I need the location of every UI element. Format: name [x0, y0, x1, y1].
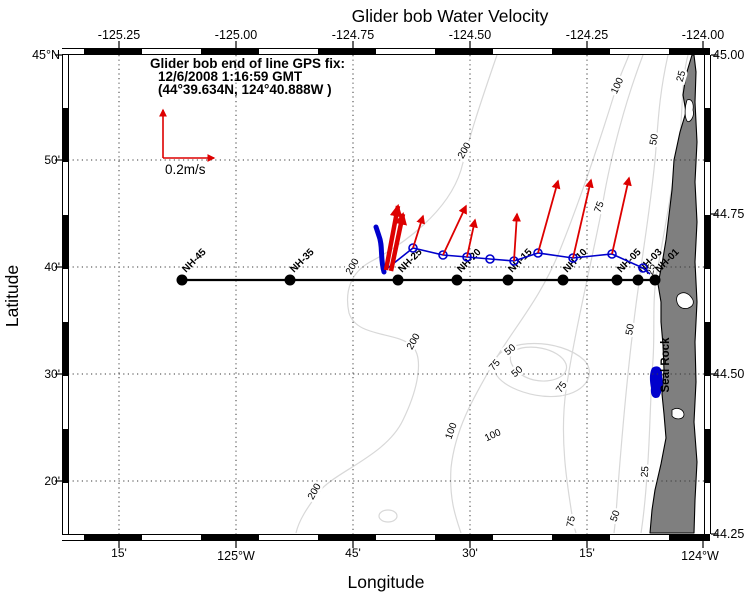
- contour-50m: [613, 54, 669, 534]
- estuary-small: [671, 407, 685, 420]
- velocity-arrow: [466, 218, 478, 258]
- frame-left-bar: [62, 55, 69, 534]
- frame-bottom-bar: [62, 534, 710, 541]
- axis-tick-labels: -125.25 -125.00 -124.75 -124.50 -124.25 …: [32, 28, 744, 563]
- velocity-scale: 0.2m/s: [159, 108, 216, 177]
- velocity-arrow: [388, 211, 408, 272]
- coastline-land: [649, 54, 698, 534]
- station-label: NH-45: [180, 247, 209, 276]
- plot-title: Glider bob Water Velocity: [352, 6, 549, 26]
- contour-depth-label: 200: [344, 256, 362, 276]
- station-dot: [451, 274, 463, 286]
- top-tick-2: -124.75: [332, 28, 374, 42]
- land-polygon: [649, 54, 698, 534]
- right-tick-3: 44.25: [713, 527, 744, 541]
- frame-right-bar: [704, 55, 711, 534]
- contour-bank-75m: [492, 343, 590, 398]
- contour-depth-label: 25: [640, 465, 652, 477]
- bottom-tick-0: 15': [111, 546, 127, 560]
- velocity-arrow: [512, 212, 522, 262]
- bottom-tick-5: 124°W: [681, 549, 719, 563]
- contour-200m: [295, 54, 498, 534]
- contour-100m: [450, 54, 630, 534]
- annotation-datetime: 12/6/2008 1:16:59 GMT: [158, 69, 303, 84]
- top-tick-1: -125.00: [215, 28, 257, 42]
- frame-top-bar: [62, 48, 710, 55]
- bottom-tick-4: 15': [579, 546, 595, 560]
- contour-small-loop: [378, 509, 398, 523]
- left-tick-2: 40': [44, 260, 60, 274]
- left-tick-0: 45°N: [32, 48, 60, 62]
- right-tick-0: 45.00: [713, 48, 744, 62]
- contour-depth-label: 50: [510, 364, 526, 380]
- top-tick-0: -125.25: [98, 28, 140, 42]
- left-tick-4: 20': [44, 474, 60, 488]
- top-tick-3: -124.50: [449, 28, 491, 42]
- bottom-tick-2: 45': [345, 546, 361, 560]
- annotation-position: (44°39.634N, 124°40.888W ): [158, 82, 332, 97]
- station-dot: [611, 274, 623, 286]
- right-tick-1: 44.75: [713, 207, 744, 221]
- contour-depth-label: 50: [624, 323, 637, 336]
- y-axis-title: Latitude: [2, 265, 22, 327]
- top-tick-4: -124.25: [566, 28, 608, 42]
- velocity-arrow: [412, 214, 426, 249]
- station-label: NH-35: [288, 247, 317, 276]
- station-dot: [176, 274, 188, 286]
- estuary-yaquina: [684, 99, 694, 123]
- bottom-tick-1: 125°W: [217, 549, 255, 563]
- velocity-arrow: [572, 178, 594, 259]
- glider-waypoint: [438, 250, 448, 260]
- left-tick-3: 30': [44, 367, 60, 381]
- annotation-header: Glider bob end of line GPS fix:: [150, 56, 345, 71]
- station-dot: [392, 274, 404, 286]
- glider-surfacing-streak: [373, 224, 387, 275]
- station-dot: [502, 274, 514, 286]
- station-dot: [284, 274, 296, 286]
- bathymetry-contours: [295, 54, 689, 534]
- station-dot: [632, 274, 644, 286]
- contour-depth-label: 75: [487, 357, 503, 373]
- gps-fix-annotation: Glider bob end of line GPS fix: 12/6/200…: [150, 56, 345, 97]
- velocity-arrow: [442, 204, 467, 256]
- top-tick-5: -124.00: [682, 28, 724, 42]
- contour-depth-label: 200: [405, 331, 423, 351]
- contour-bank-50m: [509, 346, 568, 382]
- contour-depth-label: 100: [483, 427, 503, 444]
- scale-label: 0.2m/s: [165, 162, 206, 177]
- velocity-arrow: [611, 176, 632, 255]
- glider-waypoint: [638, 263, 648, 273]
- velocity-vectors: [383, 176, 632, 272]
- x-axis-title: Longitude: [348, 572, 425, 592]
- axis-ticks: [55, 41, 718, 548]
- contour-depth-label: 75: [565, 515, 578, 528]
- glider-waypoint: [533, 248, 543, 258]
- contour-depth-label: 50: [609, 509, 623, 524]
- left-tick-1: 50': [44, 153, 60, 167]
- contour-depth-label: 200: [306, 481, 324, 501]
- glider-waypoint: [408, 243, 418, 253]
- estuary-alsea: [676, 292, 694, 309]
- station-dot: [649, 274, 661, 286]
- station-dot: [557, 274, 569, 286]
- glider-waypoint: [485, 254, 495, 264]
- contour-depth-label: 200: [456, 140, 474, 160]
- contour-75m: [562, 54, 644, 534]
- velocity-arrow: [537, 179, 561, 254]
- contour-depth-label: 100: [609, 76, 626, 96]
- right-tick-2: 44.50: [713, 367, 744, 381]
- bottom-tick-3: 30': [462, 546, 478, 560]
- place-label-seal-rock: Seal Rock: [660, 337, 672, 393]
- contour-depth-label: 75: [593, 200, 607, 215]
- contour-depth-label: 50: [648, 133, 661, 146]
